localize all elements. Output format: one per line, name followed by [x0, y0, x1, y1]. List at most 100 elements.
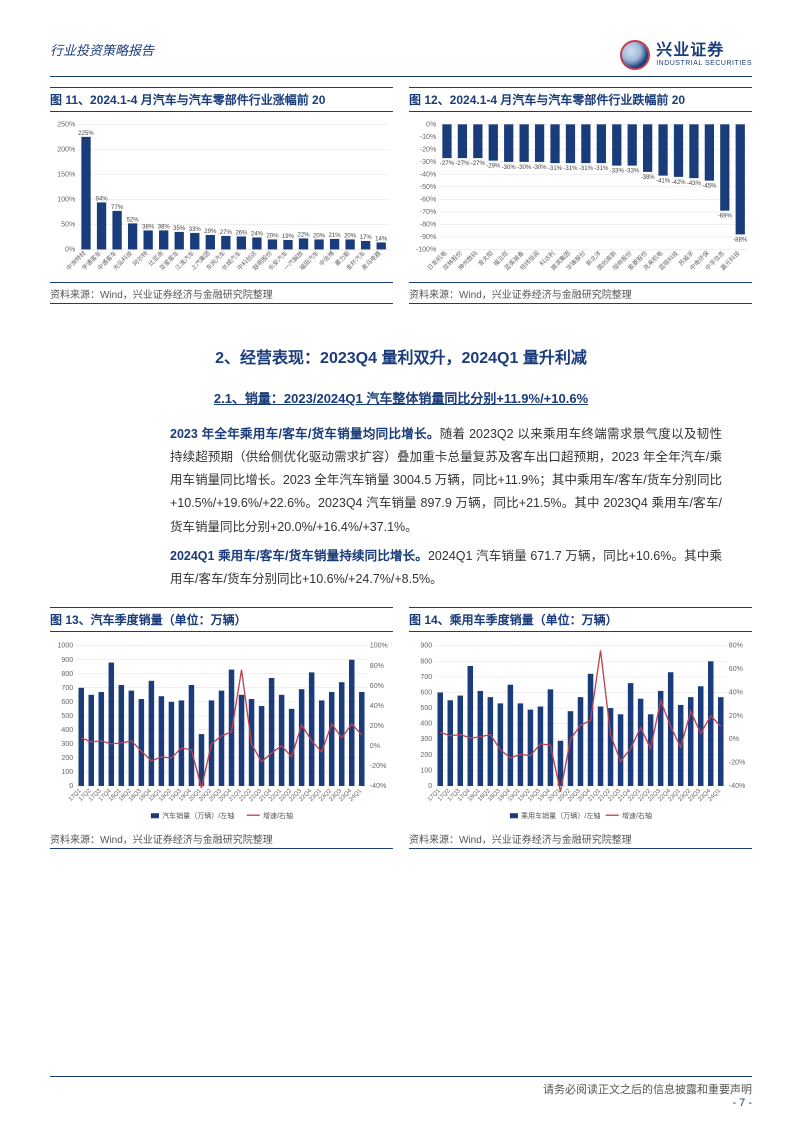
svg-text:-30%: -30%: [502, 165, 517, 171]
svg-text:金太阳: 金太阳: [476, 249, 494, 267]
charts-row-2: 图 13、汽车季度销量（单位：万辆） 0 100 200 300 400 500 600 70…: [50, 607, 752, 849]
svg-text:94%: 94%: [95, 196, 108, 202]
svg-text:225%: 225%: [78, 131, 94, 137]
svg-text:-27%: -27%: [440, 161, 455, 167]
svg-text:38%: 38%: [158, 224, 171, 230]
section-2-1-heading: 2.1、销量：2023/2024Q1 汽车整体销量同比分别+11.9%/+10.…: [50, 388, 752, 407]
svg-text:700: 700: [420, 674, 432, 681]
svg-text:0%: 0%: [370, 743, 381, 750]
svg-text:35%: 35%: [173, 226, 186, 232]
svg-text:-41%: -41%: [656, 179, 671, 185]
svg-text:20%: 20%: [370, 723, 385, 730]
svg-text:600: 600: [61, 699, 73, 706]
svg-text:900: 900: [61, 657, 73, 664]
svg-text:900: 900: [420, 643, 432, 650]
para-2023-lead: 2023 年全年乘用车/客车/货车销量均同比增长。: [170, 427, 440, 441]
svg-text:150%: 150%: [57, 171, 76, 178]
svg-text:20%: 20%: [313, 233, 326, 239]
svg-text:26%: 26%: [235, 230, 248, 236]
svg-text:-90%: -90%: [420, 234, 437, 241]
svg-text:1000: 1000: [58, 643, 74, 650]
svg-text:14%: 14%: [375, 236, 388, 242]
svg-text:-33%: -33%: [610, 169, 625, 175]
svg-text:阿尔特: 阿尔特: [131, 249, 149, 267]
svg-text:汽车销量（万辆）/左轴: 汽车销量（万辆）/左轴: [162, 811, 234, 820]
svg-text:300: 300: [420, 736, 432, 743]
svg-text:0: 0: [428, 783, 432, 790]
svg-text:100%: 100%: [370, 643, 389, 650]
svg-text:-70%: -70%: [420, 209, 437, 216]
svg-text:22%: 22%: [297, 232, 310, 238]
svg-text:500: 500: [61, 713, 73, 720]
svg-text:-30%: -30%: [420, 159, 437, 166]
logo-text-en: INDUSTRIAL SECURITIES: [656, 60, 752, 68]
svg-text:100: 100: [61, 769, 73, 776]
chart13-source: 资料来源：Wind，兴业证券经济与金融研究院整理: [50, 828, 393, 846]
svg-text:-38%: -38%: [641, 175, 656, 181]
para-2024q1: 2024Q1 乘用车/客车/货车销量持续同比增长。2024Q1 汽车销量 671…: [170, 545, 722, 591]
svg-text:33%: 33%: [189, 227, 202, 233]
chart12-title: 图 12、2024.1-4 月汽车与汽车零部件行业跌幅前 20: [409, 87, 752, 112]
svg-text:40%: 40%: [729, 689, 744, 696]
page-number: - 7 -: [543, 1097, 752, 1109]
svg-text:-50%: -50%: [420, 184, 437, 191]
svg-text:-10%: -10%: [420, 134, 437, 141]
svg-text:-60%: -60%: [420, 196, 437, 203]
svg-text:200: 200: [61, 755, 73, 762]
svg-text:-20%: -20%: [420, 146, 437, 153]
svg-text:-30%: -30%: [517, 165, 532, 171]
chart11-source: 资料来源：Wind，兴业证券经济与金融研究院整理: [50, 283, 393, 301]
svg-text:乘用车销量（万辆）/左轴: 乘用车销量（万辆）/左轴: [521, 811, 600, 820]
svg-text:0%: 0%: [729, 736, 740, 743]
svg-text:77%: 77%: [111, 205, 124, 211]
svg-text:400: 400: [61, 727, 73, 734]
svg-text:40%: 40%: [370, 703, 385, 710]
para-2023-body: 随着 2023Q2 以来乘用车终端需求景气度以及韧性持续超预期（供给侧优化驱动需…: [170, 427, 722, 534]
svg-text:600: 600: [420, 689, 432, 696]
svg-text:0: 0: [69, 783, 73, 790]
para-2023: 2023 年全年乘用车/客车/货车销量均同比增长。随着 2023Q2 以来乘用车…: [170, 423, 722, 539]
logo-text-cn: 兴业证券: [656, 42, 752, 60]
svg-text:80%: 80%: [370, 663, 385, 670]
svg-text:-88%: -88%: [733, 237, 748, 243]
svg-text:-69%: -69%: [718, 214, 733, 220]
charts-row-1: 图 11、2024.1-4 月汽车与汽车零部件行业涨幅前 20 0% 50% 100…: [50, 87, 752, 304]
chart13-title: 图 13、汽车季度销量（单位：万辆）: [50, 607, 393, 632]
svg-text:50%: 50%: [61, 221, 76, 228]
svg-text:-29%: -29%: [486, 164, 501, 170]
section-2-heading: 2、经营表现：2023Q4 量利双升，2024Q1 量升利减: [50, 344, 752, 368]
svg-text:500: 500: [420, 705, 432, 712]
svg-text:20%: 20%: [344, 233, 357, 239]
svg-text:-42%: -42%: [671, 180, 686, 186]
chart14-source: 资料来源：Wind，兴业证券经济与金融研究院整理: [409, 828, 752, 846]
svg-text:19%: 19%: [282, 234, 295, 240]
svg-text:-40%: -40%: [370, 783, 387, 790]
chart11-title: 图 11、2024.1-4 月汽车与汽车零部件行业涨幅前 20: [50, 87, 393, 112]
svg-text:250%: 250%: [57, 121, 76, 128]
svg-text:24%: 24%: [251, 231, 264, 237]
svg-text:38%: 38%: [142, 224, 155, 230]
page-header: 行业投资策略报告 兴业证券 INDUSTRIAL SECURITIES: [50, 40, 752, 77]
para-2024q1-lead: 2024Q1 乘用车/客车/货车销量持续同比增长。: [170, 549, 428, 563]
svg-text:29%: 29%: [204, 229, 217, 235]
svg-text:-43%: -43%: [687, 181, 702, 187]
svg-text:100%: 100%: [57, 196, 76, 203]
svg-text:-20%: -20%: [729, 759, 746, 766]
svg-text:700: 700: [61, 685, 73, 692]
footer-disclaimer: 请务必阅读正文之后的信息披露和重要声明: [543, 1081, 752, 1097]
svg-text:增速/右轴: 增速/右轴: [622, 811, 652, 820]
svg-text:200%: 200%: [57, 146, 76, 153]
report-type: 行业投资策略报告: [50, 40, 154, 59]
svg-text:0%: 0%: [65, 246, 76, 253]
svg-text:-27%: -27%: [455, 161, 470, 167]
chart13: 01002003004005006007008009001000-40%-20%…: [50, 638, 393, 828]
svg-text:-80%: -80%: [420, 221, 437, 228]
svg-text:400: 400: [420, 721, 432, 728]
chart14: 0100200300400500600700800900-40%-20%0%20…: [409, 638, 752, 828]
svg-text:100: 100: [420, 767, 432, 774]
svg-text:200: 200: [420, 752, 432, 759]
svg-text:-31%: -31%: [548, 166, 563, 172]
svg-text:-27%: -27%: [471, 161, 486, 167]
svg-text:800: 800: [61, 671, 73, 678]
logo-icon: [620, 40, 650, 70]
